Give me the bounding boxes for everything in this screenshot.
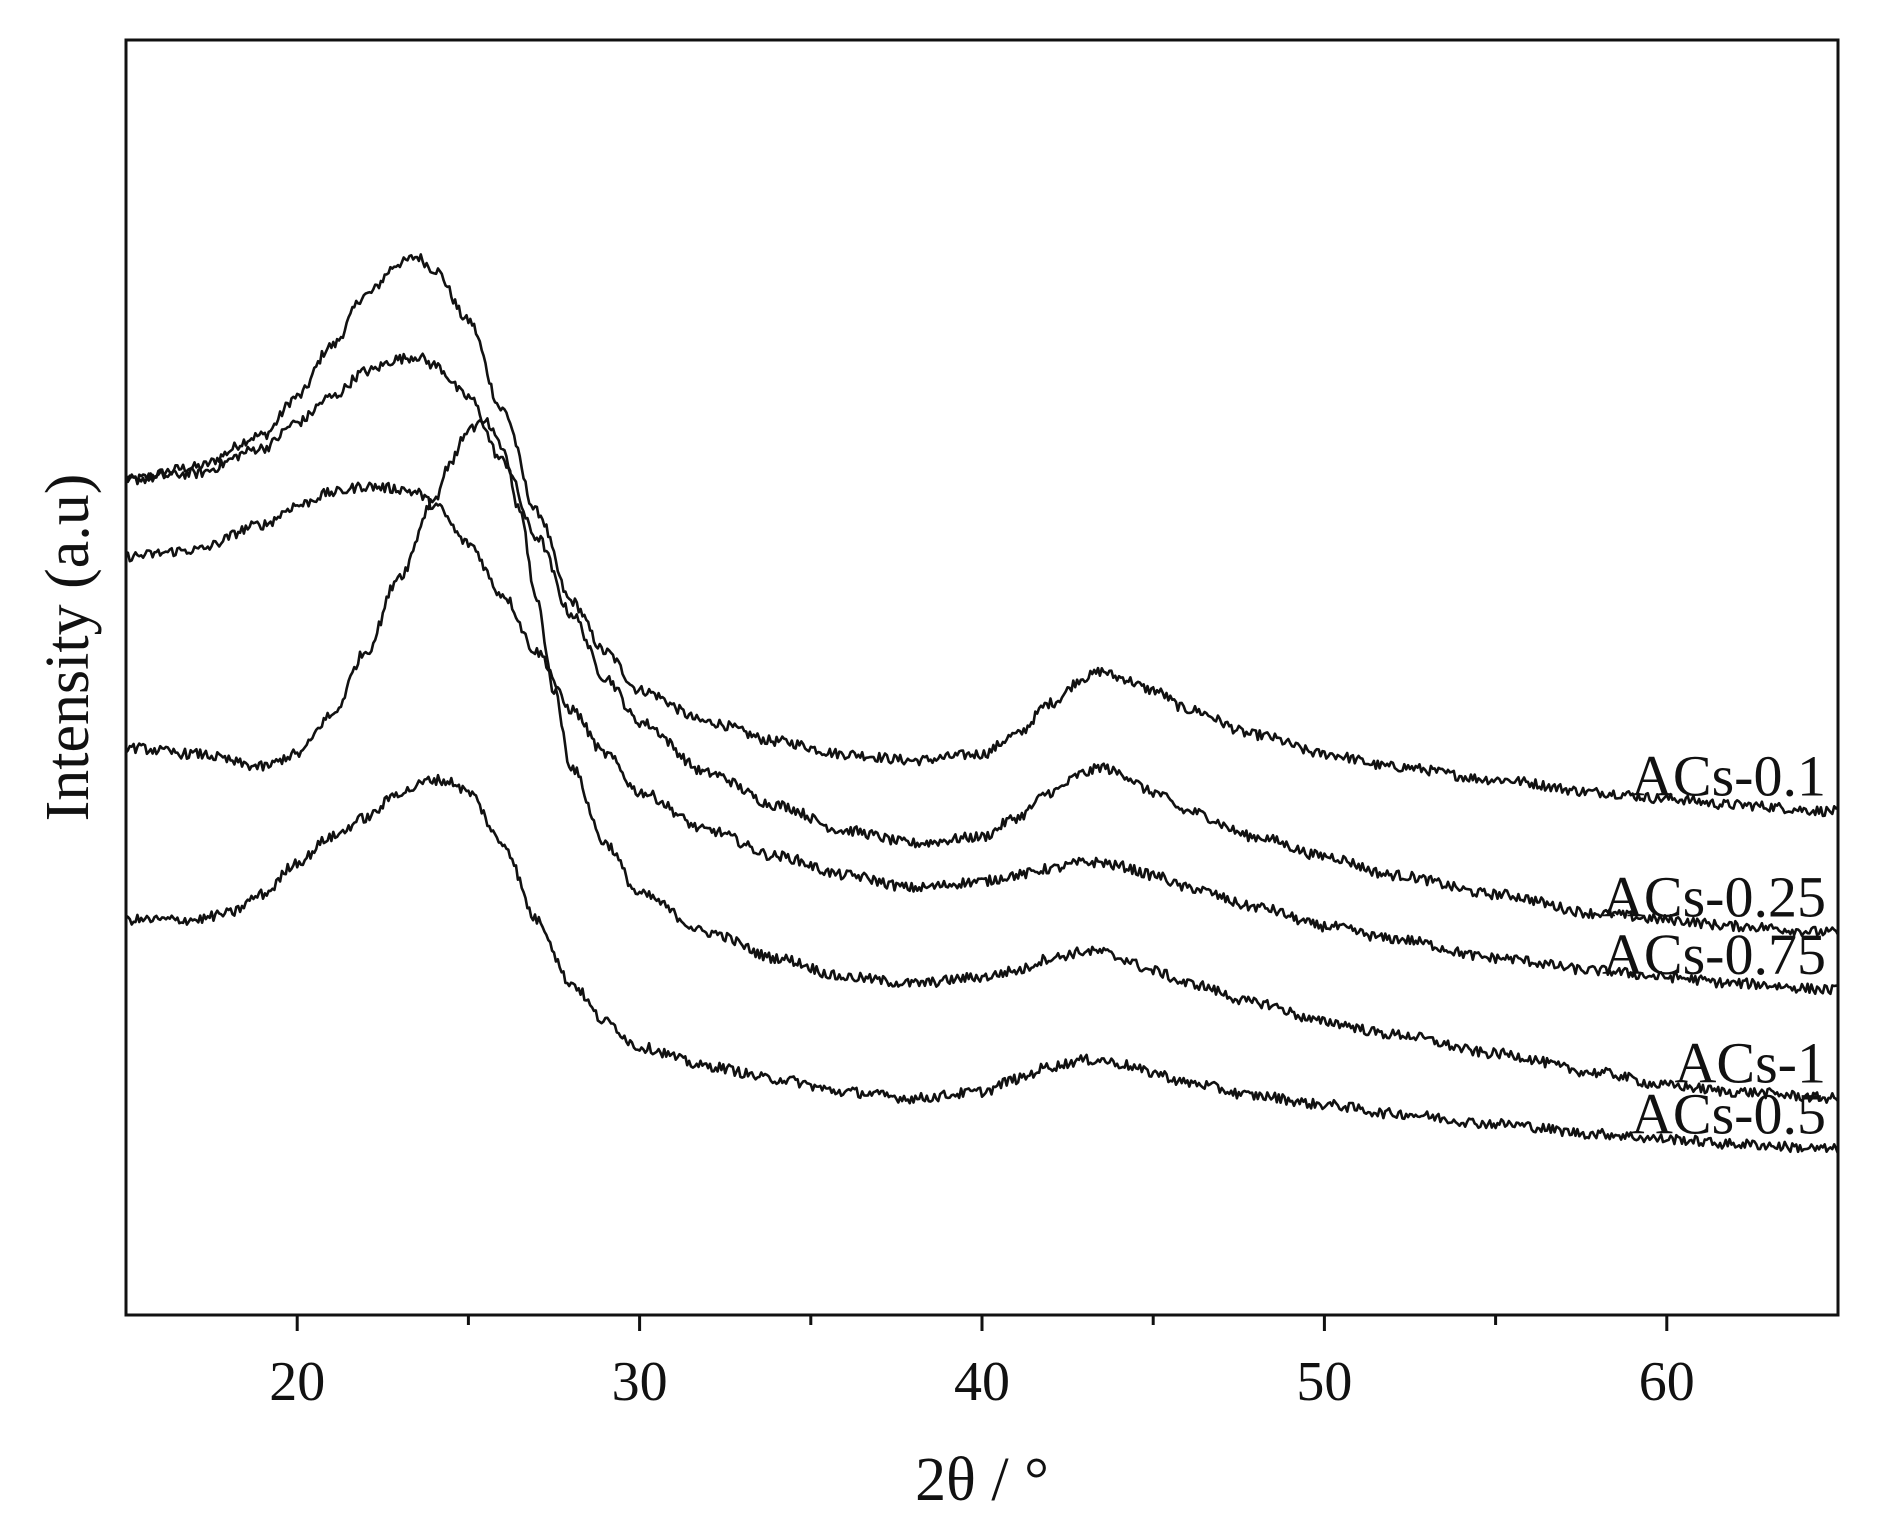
x-tick-label-50: 50 [1296,1351,1352,1413]
series-line-acs-0-25 [124,352,1840,937]
series-label-acs-0-1: ACs-0.1 [1631,743,1826,808]
series-line-acs-0-1 [124,253,1839,818]
series-label-acs-0-75: ACs-0.75 [1602,922,1826,987]
x-tick-label-30: 30 [612,1351,668,1413]
series-label-acs-1: ACs-1 [1675,1030,1826,1095]
series-lines [124,253,1840,1155]
series-line-acs-0-75 [125,481,1839,996]
series-label-acs-0-5: ACs-0.5 [1631,1081,1826,1146]
x-tick-label-20: 20 [269,1351,325,1413]
y-axis-title: Intensity (a.u) [34,474,102,822]
series-line-acs-0-5 [125,773,1840,1155]
x-tick-label-60: 60 [1639,1351,1695,1413]
series-label-acs-0-25: ACs-0.25 [1602,865,1826,930]
x-tick-label-40: 40 [954,1351,1010,1413]
series-line-acs-1 [124,417,1840,1104]
x-axis-ticks: 20 30 40 50 60 [269,1315,1695,1413]
x-axis-title: 2θ / ° [915,1446,1049,1514]
